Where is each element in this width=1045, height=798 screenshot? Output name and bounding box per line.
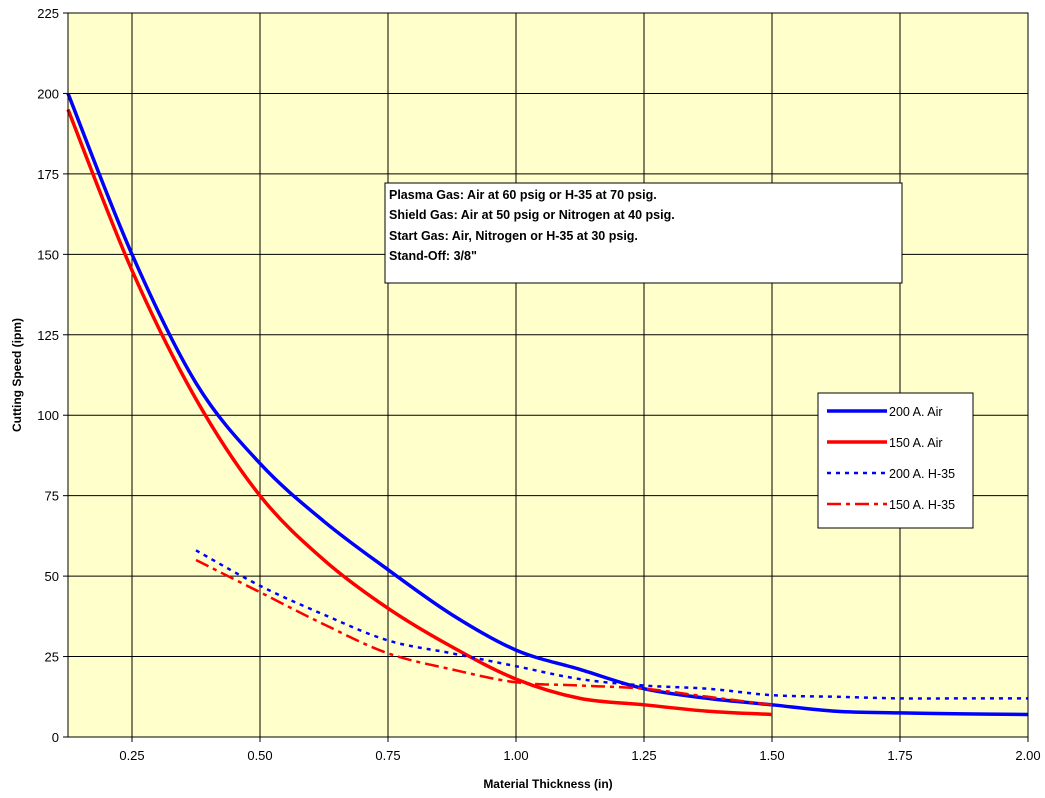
x-tick-label: 1.25 — [631, 748, 656, 763]
y-axis-title: Cutting Speed (ipm) — [10, 318, 24, 432]
series-line-150-a-air — [66, 108, 773, 717]
x-tick-label: 0.25 — [119, 748, 144, 763]
y-tick-label: 200 — [37, 86, 59, 101]
x-tick-label: 0.50 — [247, 748, 272, 763]
series-line-150-a-h-35 — [195, 558, 773, 707]
legend-label: 150 A. H-35 — [889, 498, 955, 512]
y-tick-label: 150 — [37, 247, 59, 262]
annotation-box: Plasma Gas: Air at 60 psig or H-35 at 70… — [384, 182, 903, 284]
y-tick-label: 25 — [45, 650, 59, 665]
x-tick-label: 0.75 — [375, 748, 400, 763]
x-axis-title: Material Thickness (in) — [483, 777, 612, 791]
series-lines — [66, 92, 1029, 717]
y-tick-label: 175 — [37, 167, 59, 182]
plot-area — [68, 13, 1028, 737]
legend-label: 150 A. Air — [889, 436, 943, 450]
plot-frame — [67, 12, 1029, 738]
x-tick-label: 2.00 — [1015, 748, 1040, 763]
annotation-line-2: Shield Gas: Air at 50 psig or Nitrogen a… — [389, 208, 675, 222]
y-tick-label: 50 — [45, 569, 59, 584]
x-tick-label: 1.75 — [887, 748, 912, 763]
legend-label: 200 A. H-35 — [889, 467, 955, 481]
x-axis-ticks: 0.25 0.50 0.75 1.00 1.25 1.50 1.75 2.00 — [119, 737, 1041, 763]
annotation-line-3: Start Gas: Air, Nitrogen or H-35 at 30 p… — [389, 229, 638, 243]
y-tick-label: 100 — [37, 408, 59, 423]
y-tick-label: 0 — [52, 730, 59, 745]
y-tick-label: 125 — [37, 328, 59, 343]
annotation-box-frame — [384, 182, 903, 284]
x-tick-label: 1.50 — [759, 748, 784, 763]
annotation-line-4: Stand-Off: 3/8" — [389, 249, 477, 263]
x-tick-label: 1.00 — [503, 748, 528, 763]
y-tick-label: 75 — [45, 489, 59, 504]
series-line-200-a-air — [66, 92, 1029, 717]
y-tick-label: 225 — [37, 6, 59, 21]
legend: 200 A. Air 150 A. Air 200 A. H-35 150 A. H-… — [817, 392, 974, 529]
legend-frame — [817, 392, 974, 529]
legend-label: 200 A. Air — [889, 405, 943, 419]
y-axis-ticks: 0 25 50 75 100 125 150 175 200 225 — [37, 6, 68, 745]
annotation-line-1: Plasma Gas: Air at 60 psig or H-35 at 70… — [389, 188, 657, 202]
